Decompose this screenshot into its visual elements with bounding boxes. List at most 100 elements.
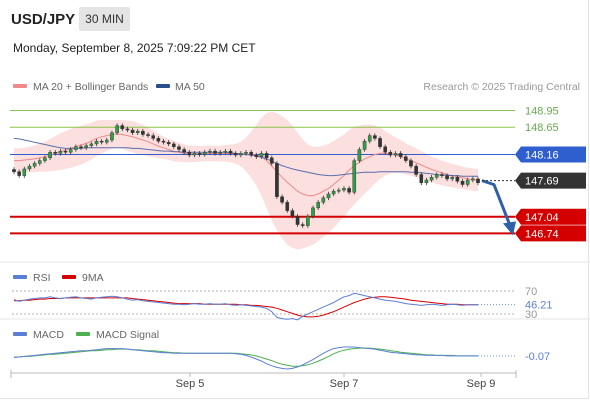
legend-swatch-ma20 bbox=[13, 84, 27, 88]
level-tag-147-04 bbox=[515, 208, 586, 225]
candle-body bbox=[306, 215, 310, 226]
candle-body bbox=[89, 143, 94, 146]
candle-body bbox=[331, 190, 336, 195]
candle-body bbox=[104, 139, 109, 143]
candle-body bbox=[316, 202, 320, 209]
candle-body bbox=[74, 146, 78, 150]
candle-body bbox=[254, 154, 259, 157]
candle-body bbox=[32, 163, 37, 167]
x-axis-label: Sep 9 bbox=[467, 378, 496, 390]
candle-body bbox=[187, 152, 192, 156]
candle-body bbox=[166, 142, 171, 145]
candle-body bbox=[357, 149, 362, 161]
candle-body bbox=[12, 169, 16, 172]
level-label-148-95: 148.95 bbox=[525, 106, 559, 118]
x-axis-label: Sep 5 bbox=[176, 378, 205, 390]
candle-body bbox=[94, 140, 99, 145]
candle-body bbox=[285, 202, 290, 211]
candle-body bbox=[17, 171, 21, 176]
price-labels-layer: 148.95 148.65 148.16 147.04 146.74 147.69 bbox=[515, 106, 586, 242]
candle-body bbox=[22, 168, 27, 176]
legend-label-macd: MACD bbox=[33, 329, 64, 341]
candle-body bbox=[465, 179, 470, 185]
macd-value-label: -0.07 bbox=[525, 351, 550, 363]
candle-body bbox=[172, 143, 176, 147]
candle-body bbox=[228, 150, 233, 154]
candle-body bbox=[197, 153, 202, 155]
candle-body bbox=[450, 177, 455, 180]
candle-body bbox=[233, 153, 238, 156]
macd-legend: MACD MACD Signal bbox=[13, 329, 159, 341]
candle-body bbox=[419, 174, 424, 184]
candle-body bbox=[424, 179, 429, 184]
candle-body bbox=[27, 165, 32, 170]
candle-body bbox=[264, 153, 269, 159]
candle-body bbox=[68, 149, 73, 153]
candle-body bbox=[434, 174, 439, 178]
candle-body bbox=[177, 146, 181, 150]
timestamp: Monday, September 8, 2025 7:09:22 PM CET bbox=[13, 41, 256, 55]
candle-body bbox=[99, 140, 104, 143]
legend-label-macd-signal: MACD Signal bbox=[96, 329, 159, 341]
forecast-arrow-line bbox=[481, 179, 512, 226]
candle-body bbox=[393, 153, 398, 156]
candle-body bbox=[290, 210, 295, 217]
candle-body bbox=[58, 150, 63, 154]
level-label-146-74: 146.74 bbox=[525, 228, 559, 240]
candle-body bbox=[249, 152, 253, 156]
candle-body bbox=[115, 125, 119, 133]
level-label-148-16: 148.16 bbox=[525, 149, 559, 161]
forecast-arrow-head bbox=[503, 221, 516, 236]
macd-layer: -0.07 bbox=[13, 346, 550, 370]
candle-body bbox=[161, 140, 166, 143]
candle-body bbox=[259, 153, 264, 157]
candle-body bbox=[460, 180, 465, 185]
candle-body bbox=[388, 152, 393, 156]
timeframe-badge[interactable]: 30 MIN bbox=[79, 7, 130, 31]
legend-swatch-macd-signal bbox=[76, 332, 90, 336]
candle-body bbox=[84, 145, 88, 149]
candles-layer bbox=[12, 123, 480, 228]
candle-body bbox=[476, 178, 480, 184]
x-axis: Sep 5 Sep 7 Sep 9 bbox=[10, 370, 517, 390]
candle-body bbox=[53, 152, 58, 154]
legend-swatch-rsi bbox=[13, 275, 27, 279]
candle-body bbox=[311, 207, 315, 217]
legend-label-rsi-ma: 9MA bbox=[82, 272, 104, 284]
candle-body bbox=[208, 150, 212, 153]
main-legend: MA 20 + Bollinger Bands MA 50 bbox=[13, 81, 205, 93]
level-label-147-04: 147.04 bbox=[525, 212, 559, 224]
candle-body bbox=[440, 174, 444, 176]
candle-body bbox=[280, 196, 284, 203]
candle-body bbox=[295, 215, 300, 225]
candle-body bbox=[218, 152, 223, 154]
forecast-arrow-layer bbox=[481, 179, 516, 236]
legend-label-ma50: MA 50 bbox=[175, 81, 205, 93]
candle-body bbox=[378, 138, 382, 147]
candle-body bbox=[383, 146, 388, 153]
candle-body bbox=[156, 138, 161, 142]
candle-body bbox=[141, 130, 145, 135]
rsi-ma-line bbox=[14, 296, 478, 318]
candle-body bbox=[321, 197, 326, 203]
candle-body bbox=[414, 165, 418, 175]
candle-body bbox=[409, 160, 413, 167]
candle-body bbox=[182, 149, 186, 153]
legend-label-rsi: RSI bbox=[33, 272, 51, 284]
legend-swatch-macd bbox=[13, 332, 27, 336]
candle-body bbox=[429, 177, 434, 181]
candle-body bbox=[110, 132, 114, 141]
candle-body bbox=[275, 163, 279, 197]
level-label-148-65: 148.65 bbox=[525, 122, 559, 134]
candle-body bbox=[269, 157, 274, 164]
candle-body bbox=[300, 224, 305, 226]
current-price-label: 147.69 bbox=[525, 176, 559, 188]
candle-body bbox=[352, 160, 357, 193]
current-price-tag bbox=[515, 172, 586, 189]
legend-swatch-rsi-ma bbox=[62, 275, 76, 279]
candle-body bbox=[326, 193, 331, 199]
rsi-level-label-70: 70 bbox=[525, 286, 537, 298]
candle-body bbox=[125, 128, 130, 131]
